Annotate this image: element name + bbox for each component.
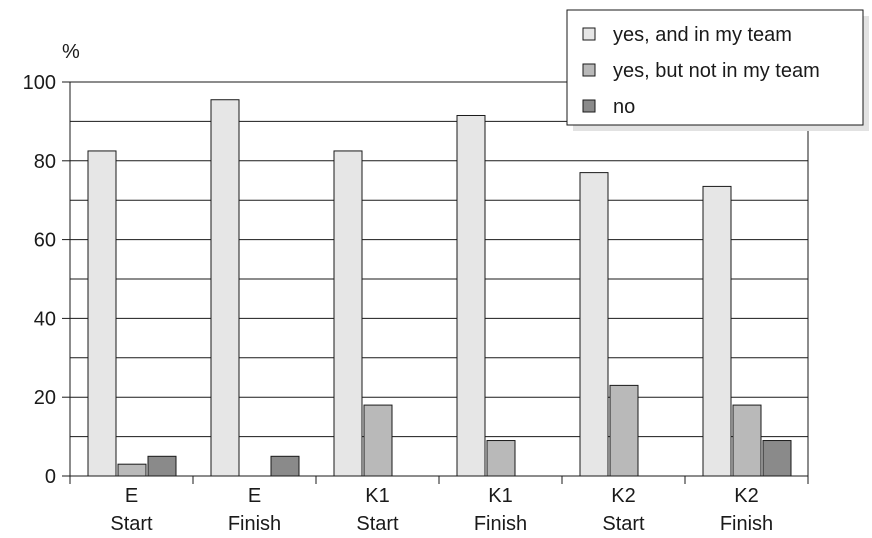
y-tick-label: 0 xyxy=(45,466,56,488)
y-tick-label: 20 xyxy=(34,387,56,409)
y-tick-label: 60 xyxy=(34,230,56,252)
gridlines xyxy=(70,81,808,438)
bar-series-1 xyxy=(87,150,117,477)
bar-series-2 xyxy=(609,384,639,477)
x-category-label-line1: K2 xyxy=(734,485,758,507)
x-category-label-line2: Start xyxy=(356,513,399,535)
bar-series-3 xyxy=(270,455,300,477)
bar-series-1 xyxy=(333,150,363,477)
bars xyxy=(87,99,792,477)
x-category-label-line2: Finish xyxy=(228,513,281,535)
legend-swatch xyxy=(582,63,596,77)
y-tick-label: 100 xyxy=(23,72,56,94)
bar-series-1 xyxy=(579,172,609,477)
y-tick-label: 40 xyxy=(34,308,56,330)
bar-series-2 xyxy=(486,440,516,477)
legend-swatch xyxy=(582,27,596,41)
x-category-label-line1: K1 xyxy=(488,485,512,507)
bar-series-2 xyxy=(117,463,147,477)
legend-box xyxy=(566,9,864,126)
y-tick-label: 80 xyxy=(34,151,56,173)
bar-series-2 xyxy=(363,404,393,477)
legend-label: no xyxy=(613,96,635,118)
x-category-label-line1: E xyxy=(248,485,261,507)
bar-series-3 xyxy=(147,455,177,477)
legend-swatch xyxy=(582,99,596,113)
legend: yes, and in my team yes, but not in my te… xyxy=(566,9,869,131)
legend-label: yes, but not in my team xyxy=(613,60,820,82)
bar-series-1 xyxy=(210,99,240,477)
bar-series-1 xyxy=(456,114,486,477)
x-category-label-line1: K1 xyxy=(365,485,389,507)
bar-series-1 xyxy=(702,185,732,477)
legend-label: yes, and in my team xyxy=(613,24,792,46)
axes xyxy=(62,81,809,484)
x-category-labels: E Start E Finish K1 Start K1 Finish K2 Start K2 Fin… xyxy=(110,485,773,535)
x-category-label-line1: E xyxy=(125,485,138,507)
x-category-label-line1: K2 xyxy=(611,485,635,507)
x-category-label-line2: Start xyxy=(602,513,645,535)
bar-series-2 xyxy=(732,404,762,477)
x-category-label-line2: Finish xyxy=(474,513,527,535)
bar-series-3 xyxy=(762,440,792,477)
y-axis-unit-label: % xyxy=(62,41,80,63)
x-category-label-line2: Start xyxy=(110,513,153,535)
y-tick-labels: 0 20 40 60 80 100 xyxy=(23,72,56,488)
x-category-label-line2: Finish xyxy=(720,513,773,535)
